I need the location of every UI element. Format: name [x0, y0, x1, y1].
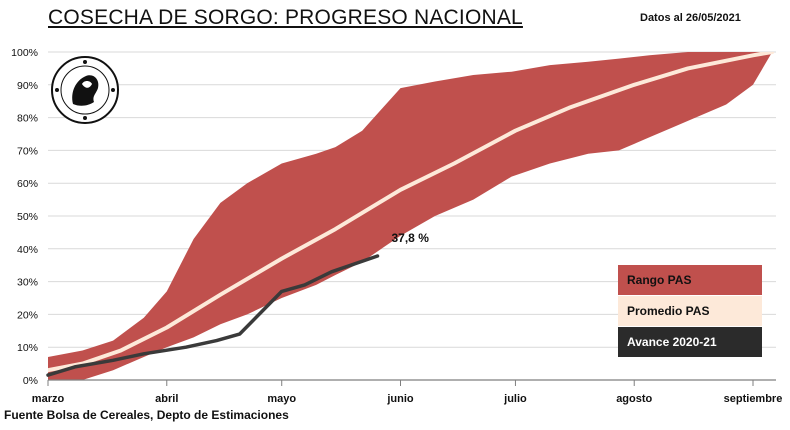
y-tick-label: 50%	[17, 211, 38, 223]
source-note: Fuente Bolsa de Cereales, Depto de Estim…	[4, 408, 289, 422]
legend-item-promedio-label: Promedio PAS	[627, 304, 709, 318]
current-line-series	[46, 254, 380, 377]
bolsa-de-cereales-logo	[51, 56, 119, 124]
y-tick-label: 10%	[17, 342, 38, 354]
y-tick-label: 60%	[17, 178, 38, 190]
current-season-line	[46, 254, 380, 377]
y-tick-label: 80%	[17, 113, 38, 125]
legend-item-rango-swatch	[618, 265, 762, 295]
y-tick-label: 100%	[11, 47, 38, 59]
legend-item-rango-label: Rango PAS	[627, 273, 691, 287]
legend: Rango PAS Promedio PAS Avance 2020-21	[618, 265, 762, 357]
y-tick-label: 90%	[17, 80, 38, 92]
x-tick-label: mayo	[267, 393, 296, 405]
y-axis: 0% 10% 20% 30% 40% 50% 60% 70% 80% 90% 100%	[11, 47, 38, 387]
average-line-series	[48, 52, 775, 373]
x-tick-label: junio	[386, 393, 414, 405]
range-band-series	[48, 52, 773, 380]
average-line	[48, 52, 775, 373]
y-tick-label: 30%	[17, 277, 38, 289]
y-tick-label: 40%	[17, 244, 38, 256]
x-tick-label: agosto	[616, 393, 652, 405]
legend-item-promedio-swatch	[618, 296, 762, 326]
x-tick-label: septiembre	[724, 393, 783, 405]
current-value-label: 37,8 %	[392, 231, 430, 245]
y-tick-label: 20%	[17, 309, 38, 321]
range-band-area	[48, 52, 773, 380]
x-tick-label: abril	[155, 393, 178, 405]
y-tick-label: 0%	[23, 375, 38, 387]
legend-item-avance-swatch	[618, 327, 762, 357]
data-labels: 37,8 %	[392, 231, 430, 245]
x-tick-label: julio	[503, 393, 527, 405]
legend-item-avance-label: Avance 2020-21	[627, 335, 717, 349]
x-tick-label: marzo	[32, 393, 65, 405]
chart-title: COSECHA DE SORGO: PROGRESO NACIONAL	[48, 6, 523, 29]
date-note: Datos al 26/05/2021	[640, 12, 741, 24]
y-tick-label: 70%	[17, 145, 38, 157]
x-axis: marzo abril mayo junio julio agosto septiembre	[32, 379, 783, 405]
